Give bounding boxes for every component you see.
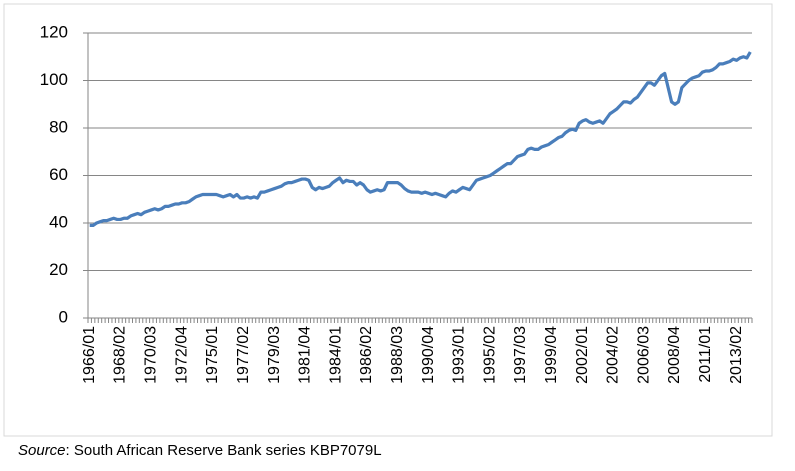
data-line [89, 51, 752, 227]
x-tick-label: 2002/01 [574, 326, 591, 384]
x-tick-label: 1968/02 [112, 326, 129, 384]
y-tick-label: 80 [49, 117, 68, 136]
chart-frame [3, 3, 773, 437]
x-tick-label: 1975/01 [204, 326, 221, 384]
x-tick-label: 1966/01 [81, 326, 98, 384]
x-tick-label: 2011/01 [697, 326, 714, 383]
x-tick-label: 1972/04 [173, 326, 190, 384]
source-note: Source: South African Reserve Bank serie… [18, 442, 382, 459]
x-tick-label: 1999/04 [543, 326, 560, 384]
x-tick-label: 1977/02 [235, 326, 252, 384]
y-tick-label: 20 [49, 260, 68, 279]
x-tick-label: 1979/03 [266, 326, 283, 384]
x-tick-label: 2013/02 [728, 326, 745, 384]
x-tick-label: 1986/02 [358, 326, 375, 384]
x-tick-label: 1993/01 [451, 326, 468, 384]
y-tick-label: 120 [40, 22, 68, 41]
x-tick-label: 2004/02 [605, 326, 622, 384]
y-tick-label: 100 [40, 70, 68, 89]
x-tick-label: 2006/03 [635, 326, 652, 384]
source-label: Source [18, 442, 66, 459]
x-tick-label: 1995/02 [481, 326, 498, 384]
source-text: : South African Reserve Bank series KBP7… [66, 442, 382, 459]
y-tick-label: 0 [59, 307, 68, 326]
x-tick-label: 1997/03 [512, 326, 529, 384]
y-tick-label: 40 [49, 212, 68, 231]
x-tick-label: 1988/03 [389, 326, 406, 384]
x-tick-label: 1970/03 [143, 326, 160, 384]
x-tick-label: 1984/01 [327, 326, 344, 384]
x-tick-label: 2008/04 [666, 326, 683, 384]
x-tick-label: 1990/04 [420, 326, 437, 384]
x-tick-label: 1981/04 [297, 326, 314, 384]
y-tick-label: 60 [49, 165, 68, 184]
